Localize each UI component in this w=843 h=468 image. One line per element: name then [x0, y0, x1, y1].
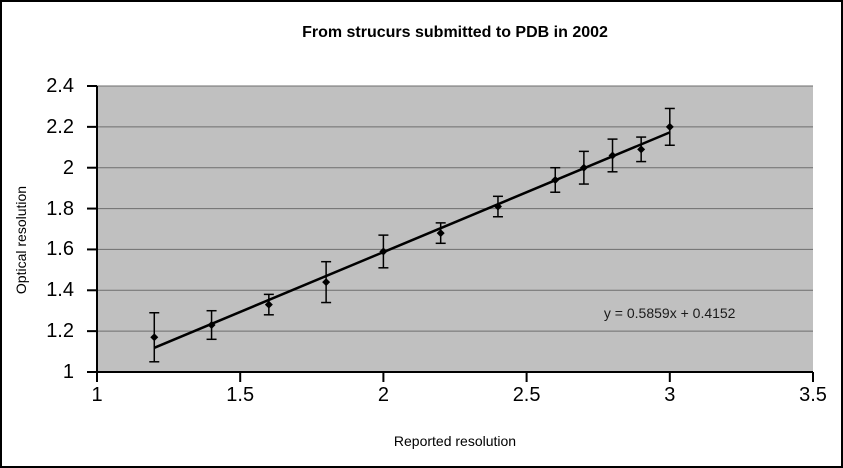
y-axis-tick-label: 1 — [62, 361, 74, 383]
y-axis-tick-label: 2 — [62, 156, 74, 179]
data-point-marker — [551, 175, 560, 184]
x-axis-tick-label: 1.5 — [226, 384, 255, 406]
data-point-marker — [207, 321, 216, 330]
data-point-marker — [150, 333, 159, 342]
plot-area-bg — [97, 86, 813, 372]
data-point-marker — [608, 151, 617, 160]
y-axis-tick-label: 1.4 — [46, 279, 74, 302]
data-point-marker — [264, 300, 273, 309]
data-point-marker — [379, 247, 388, 256]
data-point-marker — [665, 122, 674, 131]
data-point-marker — [579, 163, 588, 172]
chart-title: From strucurs submitted to PDB in 2002 — [302, 24, 608, 41]
data-point-marker — [436, 229, 445, 238]
x-axis-tick-label: 2 — [377, 384, 389, 406]
x-axis-title: Reported resolution — [393, 433, 517, 449]
x-axis-tick-label: 3 — [664, 384, 676, 406]
y-axis-tick-label: 1.8 — [46, 197, 74, 220]
data-point-marker — [322, 278, 331, 287]
y-axis-tick-label: 2.4 — [46, 75, 74, 97]
x-axis-tick-label: 1 — [91, 384, 103, 406]
data-point-marker — [493, 202, 502, 211]
y-axis-tick-label: 1.6 — [46, 238, 74, 261]
data-point-marker — [637, 145, 646, 154]
trendline-equation-label: y = 0.5859x + 0.4152 — [603, 304, 736, 321]
y-axis-tick-label: 1.2 — [46, 320, 74, 343]
x-axis-tick-label: 2.5 — [512, 384, 541, 406]
y-axis-tick-label: 2.2 — [46, 115, 74, 138]
x-axis-tick-label: 3.5 — [799, 384, 827, 406]
